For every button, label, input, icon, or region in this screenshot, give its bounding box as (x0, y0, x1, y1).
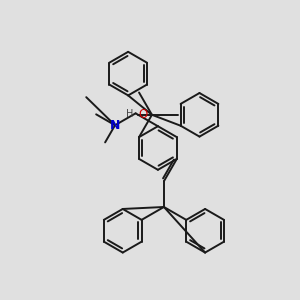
Text: N: N (110, 119, 120, 132)
Text: O: O (139, 108, 148, 121)
Text: H: H (126, 109, 134, 119)
